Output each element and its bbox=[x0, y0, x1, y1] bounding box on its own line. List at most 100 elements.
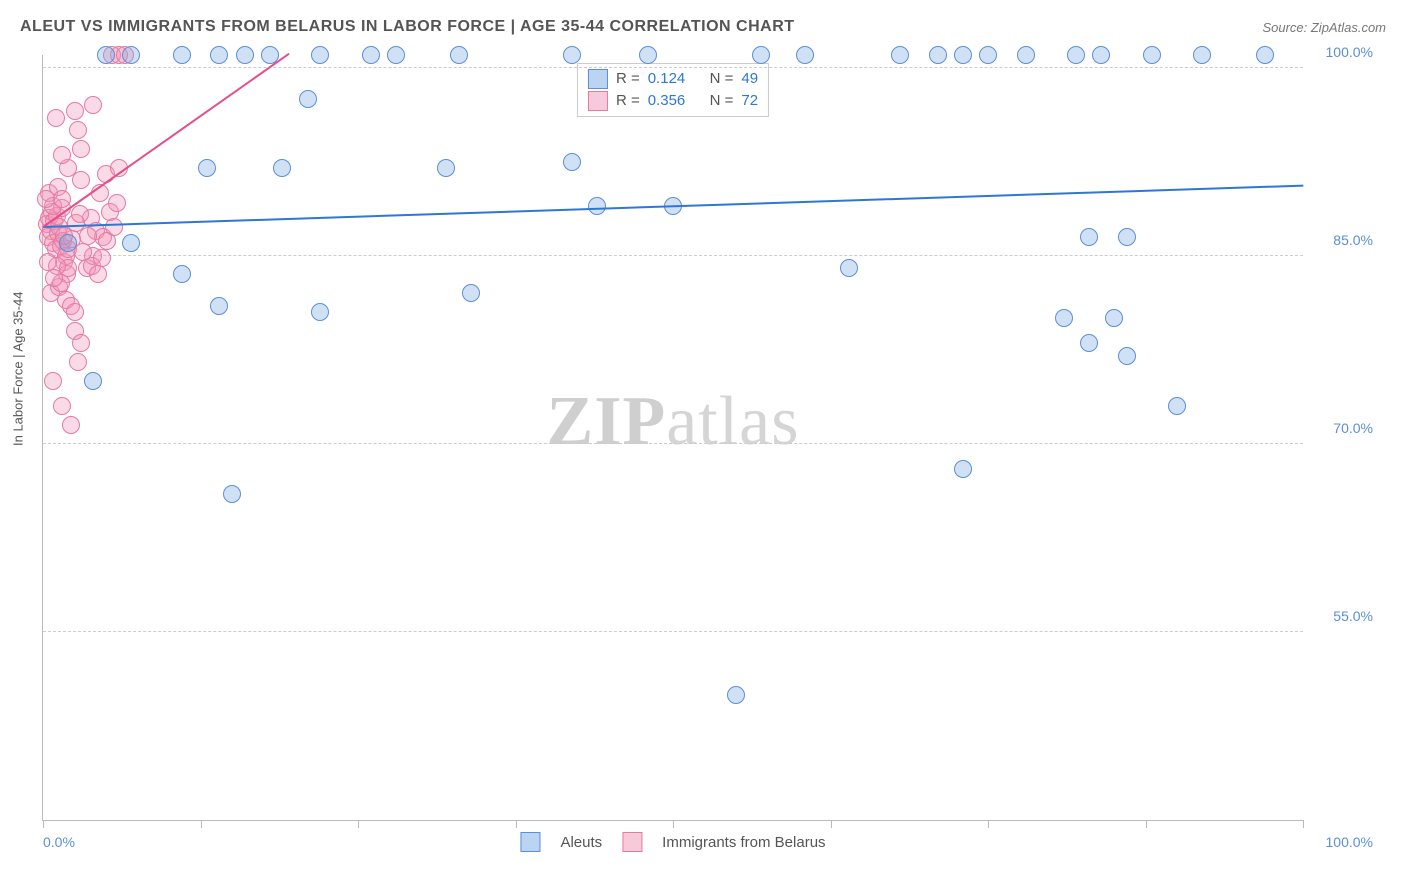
data-point bbox=[72, 171, 90, 189]
data-point bbox=[97, 46, 115, 64]
data-point bbox=[1143, 46, 1161, 64]
data-point bbox=[173, 265, 191, 283]
stats-row-aleuts: R = 0.124 N = 49 bbox=[588, 68, 758, 90]
data-point bbox=[72, 334, 90, 352]
y-tick-label: 70.0% bbox=[1333, 420, 1373, 436]
data-point bbox=[954, 460, 972, 478]
data-point bbox=[53, 190, 71, 208]
data-point bbox=[66, 303, 84, 321]
data-point bbox=[362, 46, 380, 64]
r-value-2: 0.356 bbox=[648, 90, 686, 112]
y-tick-label: 85.0% bbox=[1333, 232, 1373, 248]
data-point bbox=[1067, 46, 1085, 64]
data-point bbox=[1118, 228, 1136, 246]
data-point bbox=[84, 372, 102, 390]
data-point bbox=[62, 416, 80, 434]
data-point bbox=[44, 372, 62, 390]
data-point bbox=[273, 159, 291, 177]
y-axis-label: In Labor Force | Age 35-44 bbox=[11, 292, 26, 446]
y-tick-label: 100.0% bbox=[1326, 44, 1373, 60]
legend-label-aleuts: Aleuts bbox=[560, 834, 602, 851]
y-tick-label: 55.0% bbox=[1333, 608, 1373, 624]
swatch-blue bbox=[588, 69, 608, 89]
data-point bbox=[563, 153, 581, 171]
x-tick bbox=[1303, 820, 1304, 828]
data-point bbox=[89, 265, 107, 283]
r-value-1: 0.124 bbox=[648, 68, 686, 90]
legend-label-belarus: Immigrants from Belarus bbox=[662, 834, 825, 851]
gridline bbox=[43, 255, 1303, 256]
data-point bbox=[311, 46, 329, 64]
data-point bbox=[236, 46, 254, 64]
data-point bbox=[210, 297, 228, 315]
x-tick bbox=[831, 820, 832, 828]
chart-header: ALEUT VS IMMIGRANTS FROM BELARUS IN LABO… bbox=[20, 18, 1386, 36]
data-point bbox=[1256, 46, 1274, 64]
x-tick bbox=[516, 820, 517, 828]
chart-title: ALEUT VS IMMIGRANTS FROM BELARUS IN LABO… bbox=[20, 18, 795, 36]
data-point bbox=[37, 190, 55, 208]
data-point bbox=[387, 46, 405, 64]
x-tick bbox=[1146, 820, 1147, 828]
watermark-light: atlas bbox=[666, 383, 799, 460]
correlation-stats-box: R = 0.124 N = 49 R = 0.356 N = 72 bbox=[577, 63, 769, 117]
data-point bbox=[752, 46, 770, 64]
data-point bbox=[1055, 309, 1073, 327]
data-point bbox=[84, 96, 102, 114]
data-point bbox=[173, 46, 191, 64]
scatter-chart: ZIPatlas R = 0.124 N = 49 R = 0.356 N = … bbox=[42, 55, 1303, 821]
r-label-2: R = bbox=[616, 90, 640, 112]
data-point bbox=[954, 46, 972, 64]
gridline bbox=[43, 443, 1303, 444]
data-point bbox=[840, 259, 858, 277]
data-point bbox=[198, 159, 216, 177]
data-point bbox=[462, 284, 480, 302]
data-point bbox=[79, 227, 97, 245]
data-point bbox=[39, 253, 57, 271]
x-tick bbox=[43, 820, 44, 828]
x-tick bbox=[358, 820, 359, 828]
x-tick bbox=[673, 820, 674, 828]
data-point bbox=[93, 249, 111, 267]
data-point bbox=[223, 485, 241, 503]
data-point bbox=[122, 234, 140, 252]
data-point bbox=[45, 269, 63, 287]
data-point bbox=[69, 353, 87, 371]
data-point bbox=[108, 194, 126, 212]
data-point bbox=[1080, 334, 1098, 352]
chart-source: Source: ZipAtlas.com bbox=[1262, 20, 1386, 35]
data-point bbox=[53, 397, 71, 415]
data-point bbox=[71, 205, 89, 223]
data-point bbox=[929, 46, 947, 64]
data-point bbox=[299, 90, 317, 108]
data-point bbox=[1105, 309, 1123, 327]
data-point bbox=[437, 159, 455, 177]
data-point bbox=[450, 46, 468, 64]
data-point bbox=[796, 46, 814, 64]
trendline bbox=[43, 185, 1303, 228]
r-label-1: R = bbox=[616, 68, 640, 90]
n-label-2: N = bbox=[710, 90, 734, 112]
x-tick bbox=[201, 820, 202, 828]
data-point bbox=[53, 146, 71, 164]
legend-swatch-aleuts bbox=[520, 832, 540, 852]
data-point bbox=[66, 102, 84, 120]
n-value-2: 72 bbox=[741, 90, 758, 112]
x-axis-label-0: 0.0% bbox=[43, 834, 75, 850]
data-point bbox=[891, 46, 909, 64]
data-point bbox=[122, 46, 140, 64]
n-label-1: N = bbox=[710, 68, 734, 90]
n-value-1: 49 bbox=[741, 68, 758, 90]
data-point bbox=[1017, 46, 1035, 64]
watermark: ZIPatlas bbox=[547, 382, 800, 462]
gridline bbox=[43, 631, 1303, 632]
data-point bbox=[72, 140, 90, 158]
stats-row-belarus: R = 0.356 N = 72 bbox=[588, 90, 758, 112]
bottom-legend: Aleuts Immigrants from Belarus bbox=[520, 832, 825, 852]
data-point bbox=[47, 109, 65, 127]
data-point bbox=[1092, 46, 1110, 64]
data-point bbox=[588, 197, 606, 215]
data-point bbox=[1193, 46, 1211, 64]
data-point bbox=[727, 686, 745, 704]
data-point bbox=[1168, 397, 1186, 415]
